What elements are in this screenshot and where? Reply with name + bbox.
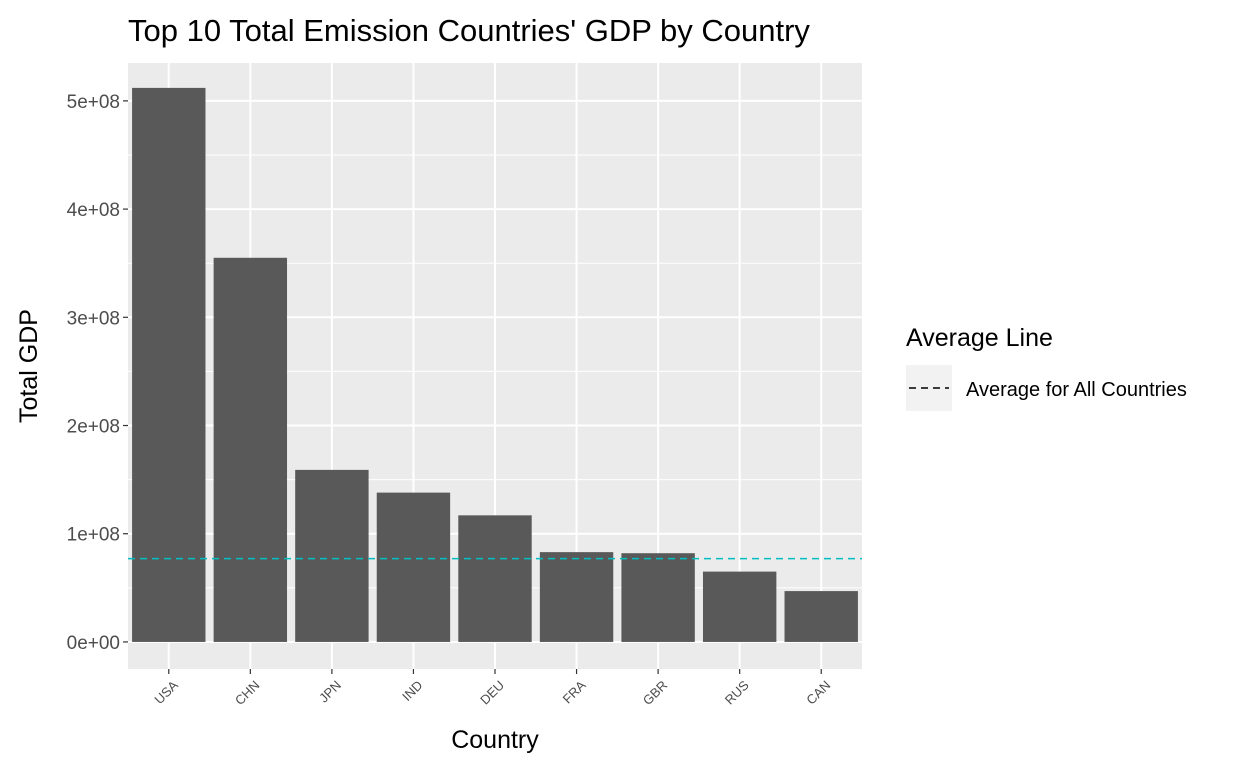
bar-usa: [132, 87, 206, 642]
y-axis-title: Total GDP: [15, 309, 43, 423]
x-tick-label: DEU: [477, 678, 507, 708]
y-tick-label: 1e+08: [67, 525, 120, 546]
x-axis-title: Country: [451, 726, 539, 754]
y-axis-ticks: 0e+00 1e+08 2e+08 3e+08 4e+08 5e+08: [67, 92, 128, 654]
y-tick-label: 4e+08: [67, 200, 120, 221]
legend-title: Average Line: [906, 324, 1053, 352]
bar-ind: [376, 492, 451, 642]
bar-can: [784, 591, 858, 642]
x-tick-label: FRA: [560, 677, 589, 706]
y-tick-label: 0e+00: [67, 633, 120, 654]
bars: [132, 87, 858, 642]
x-tick-label: CHN: [232, 678, 263, 709]
bar-gbr: [621, 553, 695, 642]
bar-chn: [213, 257, 288, 642]
bar-fra: [539, 552, 614, 642]
x-tick-label: RUS: [722, 677, 752, 707]
x-axis-ticks: USA CHN JPN IND DEU FRA GBR RUS CAN: [151, 669, 833, 708]
y-tick-label: 2e+08: [67, 417, 120, 438]
bar-jpn: [295, 469, 369, 642]
x-tick-label: USA: [151, 677, 181, 707]
bar-rus: [702, 571, 777, 642]
y-tick-label: 3e+08: [67, 308, 120, 329]
x-tick-label: CAN: [803, 678, 833, 708]
chart-title: Top 10 Total Emission Countries' GDP by …: [128, 13, 810, 48]
x-tick-label: IND: [399, 678, 425, 704]
y-tick-label: 5e+08: [67, 92, 120, 113]
x-tick-label: JPN: [316, 678, 344, 706]
x-tick-label: GBR: [640, 678, 671, 709]
legend: Average Line Average for All Countries: [906, 324, 1187, 411]
legend-label: Average for All Countries: [966, 379, 1187, 401]
bar-deu: [458, 515, 532, 642]
